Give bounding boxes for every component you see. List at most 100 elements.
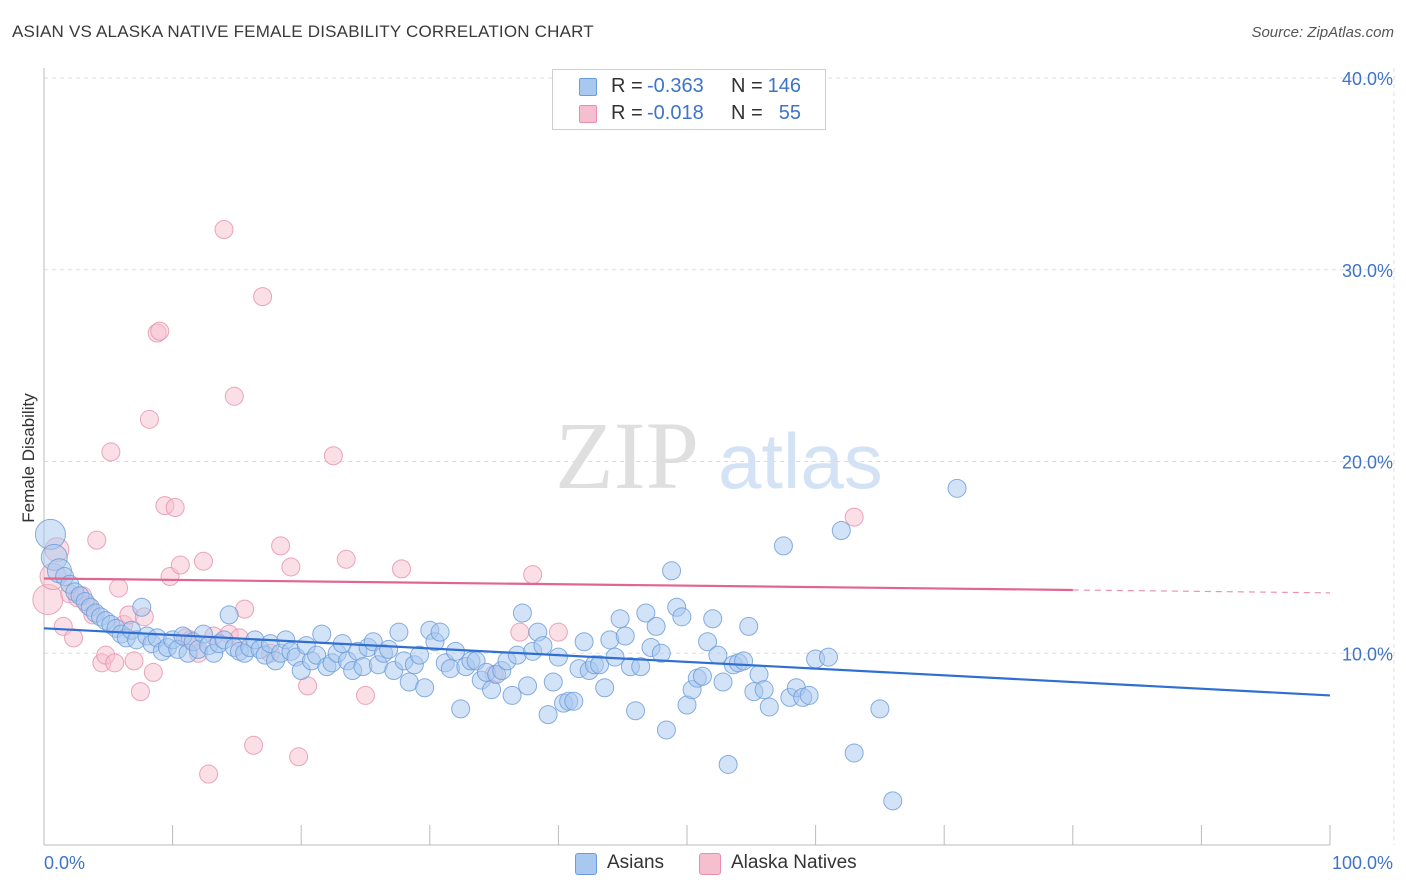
alaska-natives-point <box>224 386 244 406</box>
alaska-natives-point <box>510 622 530 642</box>
asians-point <box>626 701 646 721</box>
asians-point <box>759 697 779 717</box>
asians-point <box>533 636 553 656</box>
asians-point <box>610 609 630 629</box>
alaska-natives-point <box>105 653 125 673</box>
asians-point <box>132 597 152 617</box>
alaska-natives-point <box>32 584 64 616</box>
alaska-natives-point <box>170 555 190 575</box>
asians-point <box>564 691 584 711</box>
n-value: 146 <box>767 75 801 97</box>
asians-point <box>651 643 671 663</box>
asians-point <box>430 622 450 642</box>
asians-point <box>656 720 676 740</box>
legend-swatch-asians <box>579 78 597 96</box>
legend-row-asians: R = -0.363 N = 146 <box>553 73 825 99</box>
asians-point <box>883 791 903 811</box>
series-asians <box>34 478 967 811</box>
asians-point <box>518 676 538 696</box>
asians-point <box>739 616 759 636</box>
asians-point <box>799 685 819 705</box>
asians-point <box>672 607 692 627</box>
y-tick-label: 20.0% <box>1342 453 1393 473</box>
alaska-natives-point <box>392 559 412 579</box>
trend-lines <box>43 577 1331 697</box>
alaska-natives-point <box>199 764 219 784</box>
alaska-natives-point <box>165 498 185 518</box>
asians-point <box>692 666 712 686</box>
asians-point <box>831 521 851 541</box>
alaska-natives-point <box>523 565 543 585</box>
asians-point <box>379 639 399 659</box>
asians-point <box>548 647 568 667</box>
alaska-natives-point <box>844 507 864 527</box>
tick-labels: 10.0% 20.0% 30.0% 40.0% 0.0% 100.0% <box>44 69 1393 873</box>
chart-title: ASIAN VS ALASKA NATIVE FEMALE DISABILITY… <box>12 22 594 41</box>
asians-point <box>646 616 666 636</box>
alaska-natives-point <box>323 446 343 466</box>
alaska-natives-point <box>139 409 159 429</box>
x-tick-label: 100.0% <box>1332 853 1393 873</box>
asians-point <box>502 685 522 705</box>
asians-point <box>446 641 466 661</box>
legend-row-alaska-natives: R = -0.018 N = 55 <box>553 100 825 126</box>
asians-point <box>818 647 838 667</box>
y-tick-label: 40.0% <box>1342 69 1393 89</box>
asians-point <box>590 655 610 675</box>
legend-swatch-alaska-natives <box>579 105 597 123</box>
alaska-natives-point <box>336 549 356 569</box>
asians-point <box>844 743 864 763</box>
source-label: Source: ZipAtlas.com <box>1251 24 1394 41</box>
alaska-natives-point <box>124 651 144 671</box>
asians-trend-line <box>43 627 1331 697</box>
alaska-natives-point <box>214 219 234 239</box>
alaska-natives-trend-extension <box>1072 589 1331 594</box>
asians-point <box>219 605 239 625</box>
asians-point <box>734 651 754 671</box>
asians-point <box>713 672 733 692</box>
asians-point <box>947 478 967 498</box>
asians-point <box>543 672 563 692</box>
r-label: R = <box>611 102 643 124</box>
asians-point <box>615 626 635 646</box>
asians-point <box>512 603 532 623</box>
asians-point <box>718 754 738 774</box>
r-value: -0.018 <box>647 102 704 124</box>
asians-point <box>451 699 471 719</box>
legend-label: Asians <box>607 852 665 873</box>
watermark: ZIP atlas <box>555 402 883 509</box>
axes <box>43 68 1331 846</box>
alaska-natives-point <box>101 442 121 462</box>
n-value: 55 <box>778 102 801 124</box>
asians-point <box>703 609 723 629</box>
alaska-natives-trend-line <box>43 577 1073 592</box>
alaska-natives-point <box>143 662 163 682</box>
stats-legend: R = -0.363 N = 146 R = -0.018 N = 55 <box>552 69 826 130</box>
asians-point <box>631 657 651 677</box>
r-value: -0.363 <box>647 75 704 97</box>
watermark-atlas: atlas <box>718 417 883 505</box>
asians-point <box>312 624 332 644</box>
asians-point <box>698 632 718 652</box>
alaska-natives-point <box>271 536 291 556</box>
asians-point <box>636 603 656 623</box>
y-tick-label: 10.0% <box>1342 644 1393 664</box>
y-axis-label: Female Disability <box>19 393 38 523</box>
asians-point <box>595 678 615 698</box>
watermark-zip: ZIP <box>555 402 699 509</box>
asians-point <box>574 632 594 652</box>
alaska-natives-point <box>193 551 213 571</box>
alaska-natives-point <box>289 747 309 767</box>
asians-point <box>410 645 430 665</box>
alaska-natives-point <box>64 628 84 648</box>
legend-swatch-asians <box>575 853 597 875</box>
alaska-natives-point <box>87 530 107 550</box>
asians-point <box>662 561 682 581</box>
asians-point <box>415 678 435 698</box>
n-label: N = <box>731 102 763 124</box>
n-label: N = <box>731 75 763 97</box>
y-tick-label: 30.0% <box>1342 261 1393 281</box>
r-label: R = <box>611 75 643 97</box>
asians-point <box>754 680 774 700</box>
